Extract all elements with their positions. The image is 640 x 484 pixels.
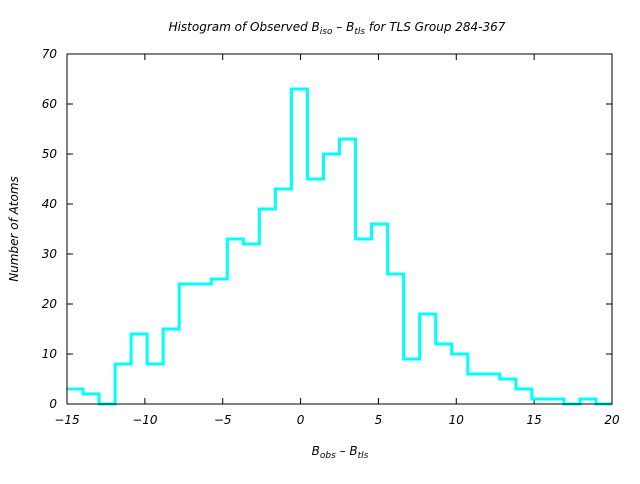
x-tick-label: 15: [527, 413, 542, 427]
x-axis-label: Bobs – Btls: [312, 444, 369, 461]
x-tick-label: 0: [297, 413, 305, 427]
y-tick-label: 0: [49, 397, 57, 411]
x-tick-label: 5: [375, 413, 383, 427]
y-tick-label: 40: [42, 197, 58, 211]
y-tick-label: 60: [42, 97, 58, 111]
x-tick-label: −10: [132, 413, 158, 427]
y-tick-label: 70: [42, 47, 58, 61]
y-tick-label: 50: [42, 147, 58, 161]
y-tick-label: 10: [42, 347, 58, 361]
y-tick-label: 30: [42, 247, 58, 261]
x-tick-label: −5: [214, 413, 232, 427]
x-tick-label: 20: [604, 413, 620, 427]
histogram-steps: [67, 87, 612, 406]
chart-title: Histogram of Observed Biso – Btls for TL…: [169, 20, 506, 37]
y-axis-label: Number of Atoms: [7, 176, 21, 282]
x-tick-label: −15: [54, 413, 79, 427]
x-tick-label: 10: [449, 413, 465, 427]
plot-border: [66, 53, 613, 405]
y-tick-label: 20: [42, 297, 58, 311]
